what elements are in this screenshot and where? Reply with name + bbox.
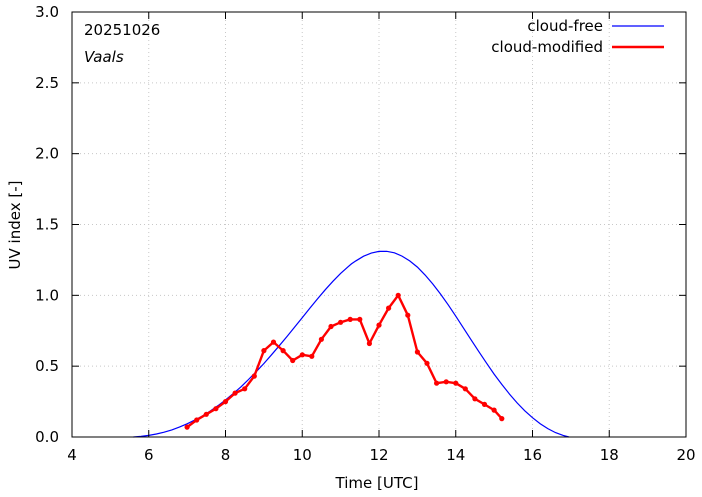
series-line-cloud-modified xyxy=(186,294,503,429)
x-tick-label: 6 xyxy=(144,446,154,464)
x-axis-tick-labels: 4 6 8 10 12 14 16 18 20 xyxy=(67,446,695,464)
x-tick-label: 8 xyxy=(221,446,231,464)
data-point-cloud-modified xyxy=(481,401,488,407)
data-point-cloud-modified xyxy=(213,406,219,412)
data-point-cloud-modified xyxy=(414,349,420,355)
x-axis-title: Time [UTC] xyxy=(335,474,419,492)
data-point-cloud-modified xyxy=(395,292,401,298)
y-tick-label: 2.0 xyxy=(35,145,59,163)
data-point-cloud-modified xyxy=(338,319,344,325)
data-point-cloud-modified xyxy=(222,399,229,405)
x-tick-label: 4 xyxy=(67,446,77,464)
data-point-cloud-modified xyxy=(386,305,392,311)
data-point-cloud-modified xyxy=(184,424,190,430)
data-point-cloud-modified xyxy=(194,417,200,423)
data-point-cloud-modified xyxy=(203,411,209,417)
data-point-cloud-modified xyxy=(251,373,257,379)
data-point-cloud-modified xyxy=(443,379,449,385)
grid-lines xyxy=(72,12,686,437)
x-tick-label: 10 xyxy=(293,446,312,464)
data-point-cloud-modified xyxy=(491,407,497,413)
series-line-cloud-free xyxy=(133,250,570,438)
y-tick-label: 1.5 xyxy=(35,216,59,234)
data-point-cloud-modified xyxy=(453,380,459,386)
y-tick-label: 2.5 xyxy=(35,74,59,92)
x-tick-label: 20 xyxy=(676,446,695,464)
data-point-cloud-modified xyxy=(462,386,468,392)
y-axis-tick-labels: 0.0 0.5 1.0 1.5 2.0 2.5 3.0 xyxy=(35,3,59,446)
data-point-cloud-modified xyxy=(472,396,478,402)
data-point-cloud-modified xyxy=(232,390,238,396)
y-axis-title: UV index [-] xyxy=(6,181,24,270)
y-tick-label: 3.0 xyxy=(35,3,59,21)
data-point-cloud-modified xyxy=(280,348,286,354)
legend-label-cloud-free: cloud-free xyxy=(527,17,603,35)
data-point-cloud-modified xyxy=(434,380,440,386)
data-point-cloud-modified xyxy=(261,348,267,354)
y-tick-label: 1.0 xyxy=(35,286,59,304)
x-tick-label: 18 xyxy=(600,446,619,464)
data-point-cloud-modified xyxy=(347,316,353,322)
x-tick-label: 16 xyxy=(523,446,542,464)
legend: cloud-free cloud-modified xyxy=(491,17,664,56)
data-point-cloud-modified xyxy=(376,322,382,328)
data-point-cloud-modified xyxy=(299,352,305,358)
legend-label-cloud-modified: cloud-modified xyxy=(491,38,603,56)
y-tick-label: 0.5 xyxy=(35,357,59,375)
series-layer xyxy=(133,250,570,438)
data-point-cloud-modified xyxy=(242,386,248,392)
data-point-cloud-modified xyxy=(366,340,372,347)
data-point-cloud-modified xyxy=(328,323,334,330)
x-tick-label: 12 xyxy=(369,446,388,464)
data-point-cloud-modified xyxy=(270,339,277,345)
location-annotation: Vaals xyxy=(84,48,124,66)
data-point-cloud-modified xyxy=(290,357,296,364)
data-point-cloud-modified xyxy=(405,312,411,318)
data-point-cloud-modified xyxy=(357,316,363,322)
axis-ticks xyxy=(71,11,687,438)
date-annotation: 20251026 xyxy=(84,21,160,39)
data-point-cloud-modified xyxy=(318,336,324,342)
series-points-cloud-modified xyxy=(184,292,505,430)
y-tick-label: 0.0 xyxy=(35,428,59,446)
data-point-cloud-modified xyxy=(309,353,315,359)
data-point-cloud-modified xyxy=(424,360,430,366)
x-tick-label: 14 xyxy=(446,446,465,464)
data-point-cloud-modified xyxy=(499,416,505,422)
